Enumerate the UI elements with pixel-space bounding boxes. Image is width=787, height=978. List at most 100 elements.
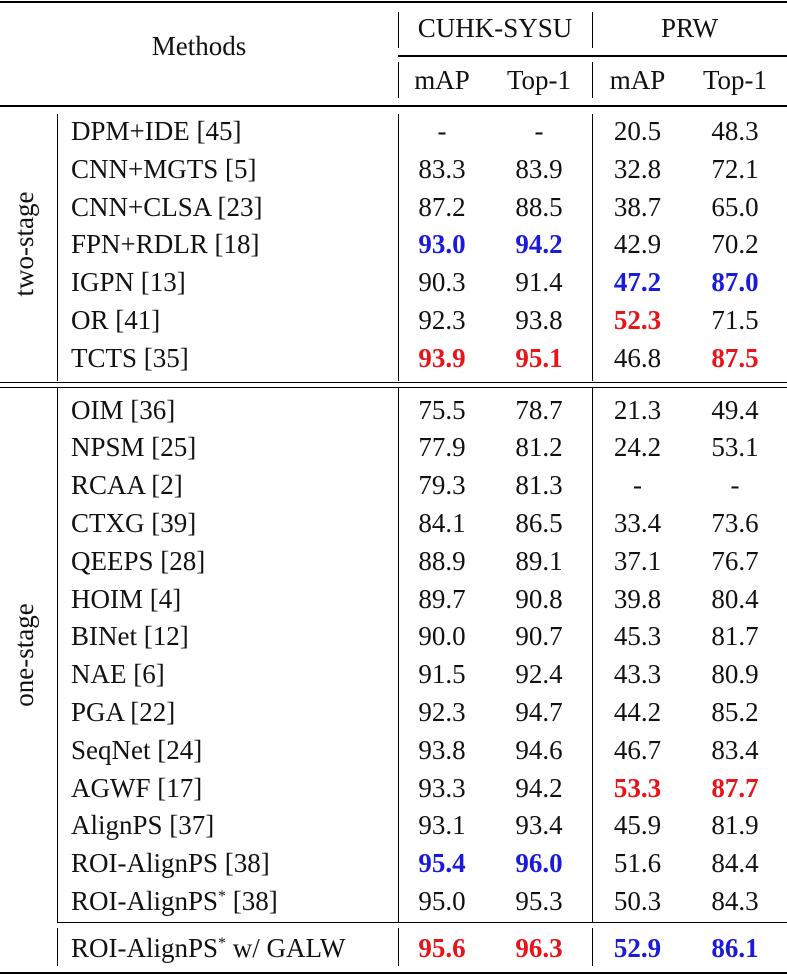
metric-value: 45.9 [613,810,662,841]
metric-value: 52.9 [613,932,662,963]
metric-value: 76.7 [711,545,759,576]
metric-value: 73.6 [711,508,759,538]
method-name: ROI-AlignPS* w/ GALW [71,929,346,967]
metric-value: 93.4 [515,810,563,841]
metric-value: 93.3 [418,772,466,803]
metric-value: 39.8 [613,583,662,614]
horizontal-rule [0,105,787,107]
vertical-rule [398,387,399,922]
method-name: PGA [22] [71,697,176,727]
horizontal-rule [0,972,787,974]
method-name: SeqNet [24] [71,734,203,765]
method-name: CTXG [39] [71,508,197,538]
metric-value: 70.2 [711,229,759,260]
metric-value: - [534,116,544,146]
metric-value: 49.4 [711,394,759,425]
metric-value: 80.4 [711,583,759,614]
metric-value: 94.7 [515,697,563,727]
metric-value: 87.5 [711,342,759,373]
metric-value: 24.2 [613,432,662,463]
metric-value: 87.2 [418,191,466,222]
metric-value: 93.0 [418,229,466,260]
metric-value: 38.7 [613,191,662,222]
metric-value: 94.6 [515,734,563,765]
metric-value: 95.3 [515,886,563,916]
method-asterisk: * [218,888,227,905]
metric-value: 46.7 [613,734,662,765]
metric-value: 94.2 [515,229,563,260]
metric-value: 90.0 [418,621,466,652]
method-name: IGPN [13] [71,267,186,298]
vertical-rule [592,927,593,966]
method-name: NAE [6] [71,659,165,690]
metric-value: - [437,116,447,146]
metric-value: 86.1 [711,932,759,963]
metric-value: 93.9 [418,342,466,373]
method-name: ROI-AlignPS [38] [71,848,270,879]
metric-value: 79.3 [418,470,466,501]
vertical-rule [57,927,58,966]
horizontal-rule [57,921,787,924]
vertical-rule [57,114,58,381]
horizontal-rule [0,1,787,3]
metric-value: 93.8 [418,734,466,765]
method-base: ROI-AlignPS [71,886,219,916]
vertical-rule [592,12,593,48]
metric-value: 78.7 [515,394,563,425]
method-name: TCTS [35] [71,342,189,373]
metric-value: 88.9 [418,545,466,576]
metric-value: 20.5 [613,116,662,146]
metric-value: 81.7 [711,621,759,652]
metric-value: 80.9 [711,659,759,690]
metric-value: 92.3 [418,697,466,727]
metric-value: 84.4 [711,848,759,879]
metric-value: 81.3 [515,470,563,501]
metric-value: 71.5 [711,305,759,335]
method-name: HOIM [4] [71,583,182,614]
vertical-rule [592,114,593,381]
metric-value: 91.5 [418,659,466,690]
metric-value: 95.6 [418,932,466,963]
method-name: BINet [12] [71,621,189,652]
header-methods: Methods [151,31,247,61]
metric-value: 95.0 [418,886,466,916]
header-dataset-cuhk-sysu: CUHK-SYSU [417,13,573,43]
metric-value: 37.1 [613,545,662,576]
method-asterisk: * [218,934,227,952]
horizontal-rule [0,381,787,384]
metric-value: 21.3 [613,394,662,425]
metric-value: 83.9 [515,153,563,184]
metric-value: 43.3 [613,659,662,690]
header-metric-map: mAP [609,65,666,95]
metric-value: 89.7 [418,583,466,614]
metric-value: - [730,470,740,501]
metric-value: 90.7 [515,621,563,652]
method-name: AlignPS [37] [71,810,215,841]
metric-value: 95.1 [515,342,563,373]
metric-value: 72.1 [711,153,759,184]
metric-value: 90.3 [418,267,466,298]
method-tail: w/ GALW [226,932,346,963]
metric-value: - [633,470,642,501]
metric-value: 92.3 [418,305,466,335]
metric-value: 83.3 [418,153,466,184]
metric-value: 95.4 [418,848,466,879]
horizontal-rule [398,55,787,57]
metric-value: 86.5 [515,508,563,538]
group-label-two-stage: two-stage [9,191,39,297]
method-base: ROI-AlignPS [71,932,219,963]
metric-value: 33.4 [613,508,662,538]
vertical-rule [57,387,58,922]
vertical-rule [592,387,593,922]
metric-value: 81.9 [711,810,759,841]
metric-value: 89.1 [515,545,563,576]
horizontal-rule [0,386,787,389]
header-metric-top-1: Top-1 [506,65,572,95]
metric-value: 96.3 [515,932,563,963]
vertical-rule [398,114,399,381]
metric-value: 87.0 [711,267,759,298]
vertical-rule [592,62,593,98]
metric-value: 84.3 [711,886,759,916]
metric-value: 65.0 [711,191,759,222]
method-name: CNN+CLSA [23] [71,191,263,222]
